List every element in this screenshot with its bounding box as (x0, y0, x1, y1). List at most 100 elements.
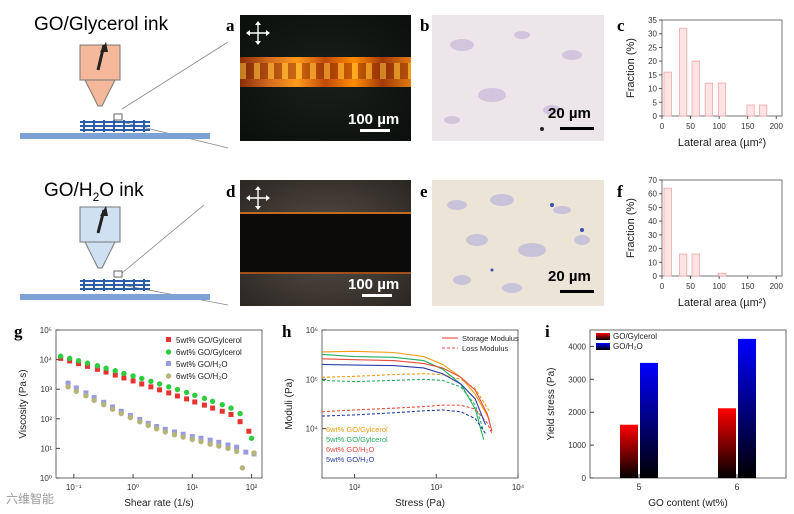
water-ink-label-sub: 2 (92, 189, 100, 204)
legend-marker-g-0 (166, 337, 171, 342)
legend-swatch-i-0 (596, 333, 610, 340)
storage-line-h-2 (321, 358, 493, 432)
plot-frame-g (55, 329, 263, 479)
ytick-label-f-7: 70 (648, 176, 657, 185)
xtick-label-f-0: 0 (660, 282, 665, 291)
point-g-3-19 (233, 448, 240, 454)
panel-i-label: i (545, 322, 550, 341)
point-g-3-21 (251, 450, 257, 456)
bar-c-6 (759, 104, 768, 117)
ytick-label-h-1: 10⁵ (306, 375, 318, 384)
point-g-1-8 (130, 373, 136, 379)
point-g-0-7 (121, 375, 127, 381)
legend-label-h-top-0: Storage Modulus (462, 334, 519, 343)
point-g-2-1 (73, 385, 79, 391)
ytick-label-g-1: 10¹ (40, 444, 52, 453)
point-g-0-17 (210, 405, 216, 411)
panel-d-label: d (226, 182, 236, 201)
panel-c-label: c (617, 16, 625, 35)
micrograph-d: 100 µm (240, 180, 411, 306)
point-g-1-16 (201, 395, 208, 402)
ytick-label-g-4: 10⁴ (40, 356, 53, 365)
bar-c-1 (679, 27, 688, 117)
point-g-3-3 (91, 397, 97, 404)
point-g-2-0 (65, 380, 71, 386)
point-g-3-20 (239, 465, 246, 471)
bar-i-0-0 (620, 424, 638, 478)
point-g-0-20 (237, 419, 243, 425)
ytick-label-f-5: 50 (648, 203, 657, 212)
point-g-1-3 (84, 360, 91, 366)
bar-c-4 (717, 82, 727, 117)
loss-line-h-0 (321, 373, 491, 413)
ytick-label-f-3: 30 (648, 231, 657, 240)
loss-line-h-3 (321, 409, 486, 434)
scale-bar-a (360, 129, 390, 132)
bar-i-1-0 (718, 408, 736, 478)
point-g-1-15 (192, 392, 198, 399)
point-g-3-10 (153, 426, 160, 432)
point-g-0-2 (76, 361, 82, 367)
point-g-2-3 (91, 395, 97, 401)
bar-c-5 (746, 104, 755, 117)
point-g-1-10 (148, 378, 154, 384)
bar-i-1-1 (738, 338, 756, 478)
xtick-label-f-3: 150 (741, 282, 755, 291)
legend-label-h-3: 5wt% GO/H₂O (326, 455, 375, 464)
bar-c-3 (704, 82, 713, 117)
ytick-label-c-7: 35 (648, 16, 657, 25)
point-g-1-13 (174, 386, 181, 393)
scale-bar-b (560, 127, 594, 130)
xtick-label-h-1: 10³ (430, 483, 442, 492)
point-g-0-8 (130, 378, 136, 384)
legend-label-i-0: GO/Gylcerol (613, 332, 657, 341)
xtick-label-i-1: 6 (734, 482, 739, 492)
legend-marker-g-1 (165, 349, 172, 355)
point-g-1-6 (112, 368, 118, 374)
point-g-1-17 (209, 398, 216, 405)
printer-schematic-glycerol (20, 41, 229, 149)
scale-bar-d (362, 294, 392, 297)
point-g-3-11 (162, 429, 169, 435)
point-g-3-8 (137, 418, 143, 425)
storage-line-h-3 (321, 363, 486, 425)
loss-line-h-1 (321, 378, 485, 432)
point-g-3-7 (127, 414, 134, 421)
legend-swatch-i-1 (596, 343, 610, 350)
point-g-0-4 (94, 366, 100, 372)
xtick-label-h-2: 10⁴ (512, 483, 525, 492)
ytick-label-h-2: 10⁶ (306, 326, 318, 335)
point-g-2-17 (216, 439, 222, 445)
storage-line-h-1 (321, 353, 485, 440)
point-g-3-5 (109, 406, 116, 412)
ytick-label-g-3: 10³ (40, 385, 52, 394)
point-g-1-5 (103, 365, 109, 371)
xtick-label-g-2: 10¹ (187, 483, 199, 492)
point-g-1-18 (219, 401, 225, 408)
scale-label-e: 20 µm (548, 268, 591, 285)
scale-label-b: 20 µm (548, 105, 591, 122)
scale-label-a: 100 µm (348, 111, 400, 128)
point-g-0-14 (184, 396, 190, 402)
point-g-1-2 (75, 357, 82, 364)
point-g-1-21 (248, 435, 255, 441)
micrograph-e: 20 µm (432, 180, 604, 306)
xtick-label-g-0: 10⁻¹ (66, 483, 82, 492)
ytick-label-i-2: 2000 (568, 408, 586, 417)
bar-c-2 (691, 60, 700, 117)
xtick-label-h-0: 10² (349, 483, 361, 492)
point-g-2-12 (171, 429, 177, 435)
ylabel-f: Fraction (%) (625, 198, 637, 258)
water-ink-label: GO/H2O ink (44, 180, 144, 204)
micrograph-b: 20 µm (432, 15, 604, 141)
ytick-label-g-5: 10⁵ (40, 326, 52, 335)
xtick-label-f-2: 100 (712, 282, 726, 291)
point-g-0-9 (139, 381, 145, 387)
printer-schematic-water (20, 205, 229, 306)
point-g-3-4 (101, 401, 107, 408)
legend-label-i-1: GO/H₂O (613, 342, 643, 351)
xtick-label-f-4: 200 (770, 282, 784, 291)
ytick-label-i-3: 3000 (568, 375, 586, 384)
legend-marker-g-3 (165, 373, 172, 379)
